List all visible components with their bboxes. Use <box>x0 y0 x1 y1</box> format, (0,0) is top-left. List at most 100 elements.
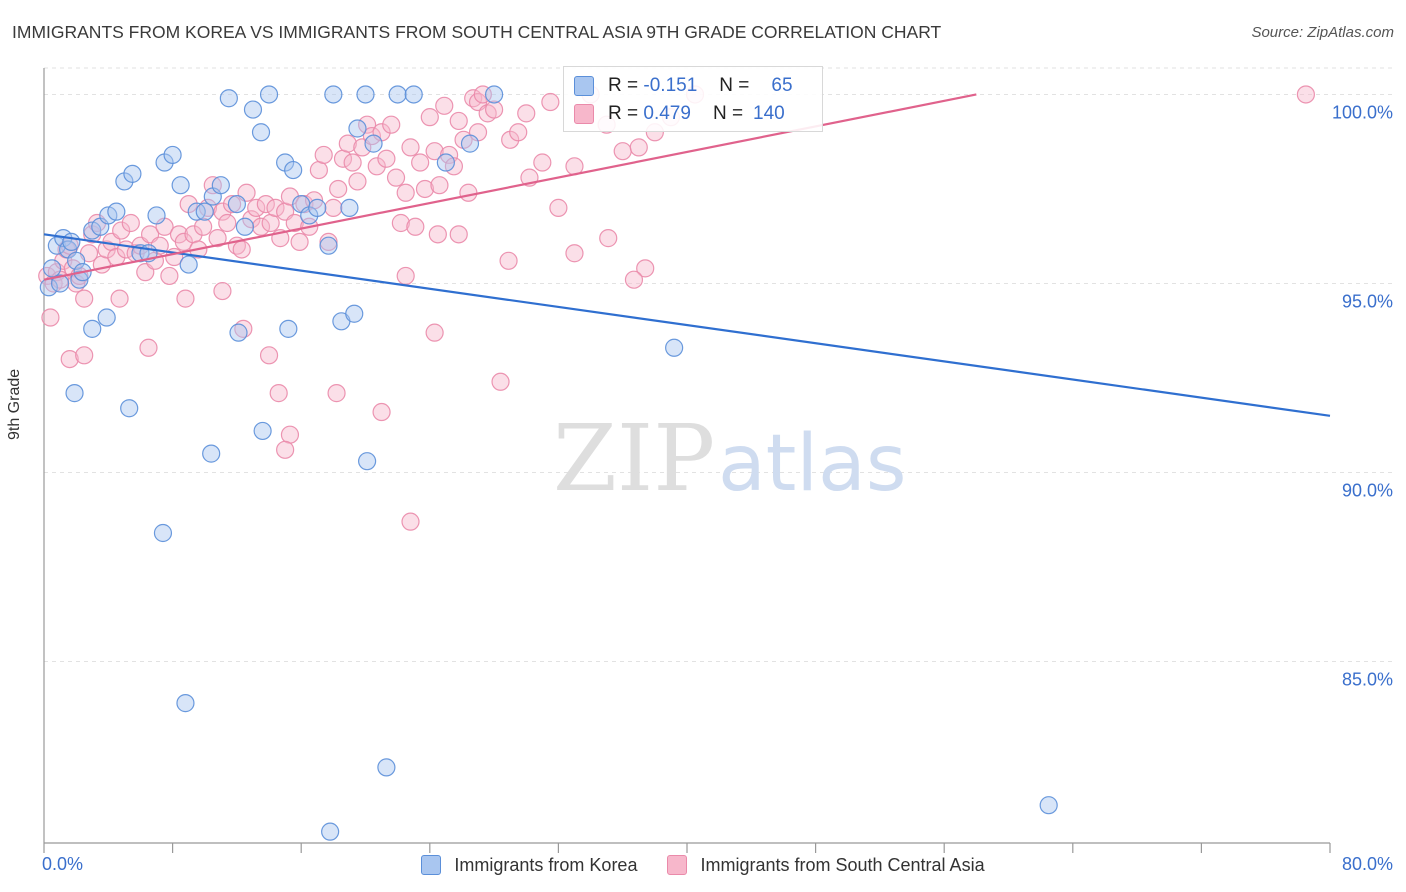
korea-trend-line <box>43 233 1331 417</box>
sca-point <box>396 183 415 202</box>
korea-point <box>195 202 214 221</box>
korea-point <box>284 160 303 180</box>
sca-point <box>213 202 232 221</box>
sca-point <box>343 153 362 172</box>
sca-point <box>411 153 430 172</box>
sca-point <box>509 123 528 142</box>
sca-point <box>425 142 444 161</box>
sca-point <box>391 213 410 233</box>
n-label: N = <box>712 103 744 124</box>
korea-point <box>229 323 248 342</box>
korea-point <box>179 255 198 274</box>
grid-lines <box>44 67 1392 663</box>
sca-point <box>415 179 435 199</box>
n-label: N = <box>719 75 750 96</box>
sca-point <box>499 251 518 270</box>
y-axis-label: 9th Grade <box>6 368 23 440</box>
stats-row-sca: R = 0.479 N = 140 <box>574 100 785 128</box>
korea-point <box>171 176 190 195</box>
korea-point <box>404 85 423 104</box>
stats-row-korea: R = -0.151 N = 65 <box>574 72 793 100</box>
sca-point <box>256 194 275 214</box>
sca-point <box>406 217 425 236</box>
sca-point <box>176 289 195 308</box>
y-tick-label: 95.0% <box>1342 291 1393 311</box>
korea-point <box>62 232 81 252</box>
sca-point <box>259 346 279 365</box>
sca-point <box>222 194 242 214</box>
sca-point <box>242 210 261 229</box>
korea-point <box>153 523 173 543</box>
sca-point <box>358 115 377 134</box>
sca-point <box>232 240 251 259</box>
korea-point <box>83 319 102 338</box>
sca-point <box>396 266 415 286</box>
sca-point <box>485 100 504 119</box>
korea-point <box>50 274 70 293</box>
sca-point <box>491 372 510 391</box>
sca-point <box>208 229 227 248</box>
sca-point <box>251 217 271 236</box>
korea-point <box>388 85 407 104</box>
sca-point <box>382 115 401 134</box>
sca-point <box>533 153 552 172</box>
korea-point <box>251 123 271 142</box>
watermark-atlas: atlas <box>718 419 907 509</box>
sca-point <box>314 145 333 165</box>
x-axis-ticks <box>43 843 1331 853</box>
y-tick-label: 90.0% <box>1342 481 1393 501</box>
korea-point <box>219 89 238 108</box>
sca-point <box>218 213 237 233</box>
korea-point <box>364 134 383 153</box>
korea-point <box>253 421 272 441</box>
r-label: R = <box>608 75 639 96</box>
n-value-sca: 140 <box>753 103 785 124</box>
legend-swatch-sca <box>667 855 688 875</box>
korea-point <box>65 384 84 403</box>
sca-point <box>285 213 304 233</box>
sca-point <box>269 384 288 403</box>
correlation-stats-box: R = -0.151 N = 65 R = 0.479 N = 140 <box>563 66 823 132</box>
korea-point <box>279 319 298 338</box>
sca-point <box>121 213 140 233</box>
legend-item-sca[interactable]: Immigrants from South Central Asia <box>667 854 985 876</box>
korea-point <box>348 119 367 138</box>
watermark-zip: ZIP <box>553 405 715 512</box>
korea-point <box>163 145 182 165</box>
sca-point <box>139 338 158 357</box>
sca-point <box>549 198 568 217</box>
sca-point <box>636 259 655 278</box>
legend-swatch-korea <box>421 855 442 875</box>
sca-point <box>565 244 584 263</box>
sca-point <box>60 349 79 369</box>
sca-point <box>324 198 343 217</box>
korea-point <box>358 452 377 471</box>
korea-point <box>1039 796 1058 815</box>
sca-point <box>309 160 328 180</box>
sca-point <box>430 176 449 195</box>
sca-point <box>449 225 468 244</box>
korea-point <box>211 176 230 195</box>
korea-point <box>377 758 396 777</box>
sca-point <box>386 168 406 187</box>
sca-point <box>247 198 266 217</box>
source-label: Source: ZipAtlas.com <box>1251 24 1394 41</box>
sca-point <box>367 157 386 176</box>
korea-point <box>202 444 221 463</box>
sca-point <box>290 232 309 252</box>
korea-point <box>460 134 480 153</box>
legend-item-korea[interactable]: Immigrants from Korea <box>421 855 637 876</box>
korea-point <box>321 822 340 841</box>
sca-point <box>428 225 447 244</box>
legend-label-sca: Immigrants from South Central Asia <box>700 854 985 875</box>
sca-point <box>75 289 94 308</box>
sca-point <box>110 289 129 308</box>
korea-point <box>67 251 86 270</box>
sca-point <box>174 232 193 252</box>
korea-point <box>227 194 246 214</box>
series-korea-points <box>39 85 1058 841</box>
korea-point <box>97 308 116 327</box>
sca-swatch <box>574 104 594 124</box>
sca-point <box>377 149 396 168</box>
